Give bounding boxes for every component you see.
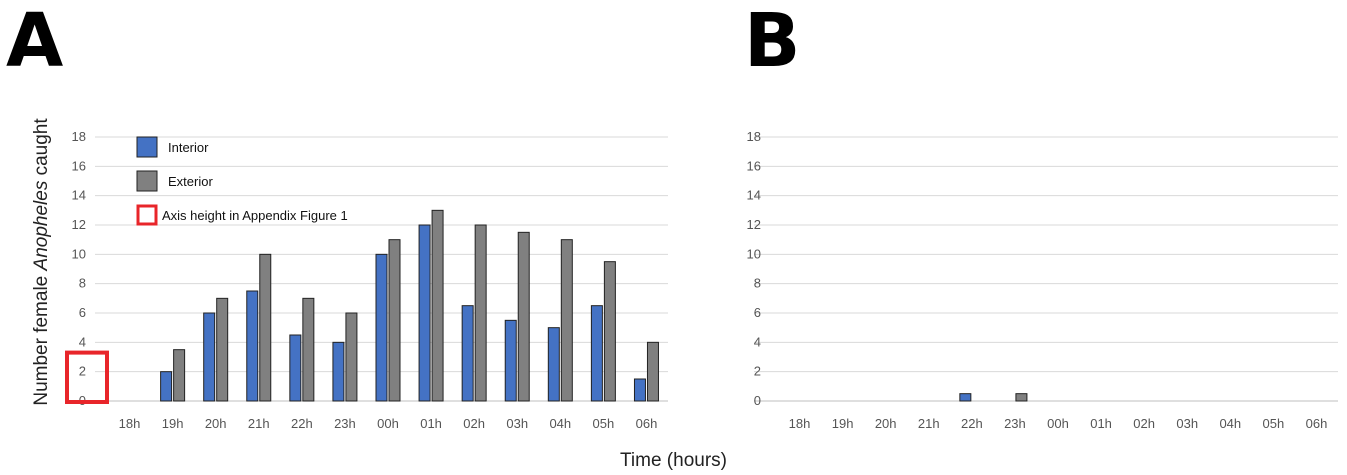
legend-label-highlight: Axis height in Appendix Figure 1 <box>162 208 348 223</box>
legend-label-exterior: Exterior <box>168 174 213 189</box>
legend-swatch-exterior <box>136 170 158 192</box>
panel-b-y-tick-label: 18 <box>747 129 761 144</box>
panel-a-x-tick-label: 04h <box>549 416 571 431</box>
panel-b-x-tick-label: 19h <box>832 416 854 431</box>
panel-b-x-tick-label: 18h <box>789 416 811 431</box>
panel-a-x-tick-label: 19h <box>162 416 184 431</box>
panel-a-y-tick-label: 2 <box>79 364 86 379</box>
panel-b-x-tick-label: 22h <box>961 416 983 431</box>
panel-b-x-tick-label: 00h <box>1047 416 1069 431</box>
panel-a-bar-interior <box>160 371 173 402</box>
panel-a-bar-exterior <box>560 239 573 402</box>
panel-a-bar-interior <box>289 334 302 402</box>
panel-b-x-tick-label: 02h <box>1133 416 1155 431</box>
axis-height-highlight-box <box>65 350 109 405</box>
panel-b-x-tick-label: 03h <box>1176 416 1198 431</box>
panel-b-y-tick-label: 10 <box>747 246 761 261</box>
panel-label-a: A <box>6 0 64 84</box>
panel-a-x-tick-label: 02h <box>463 416 485 431</box>
legend-swatch-highlight <box>136 204 158 226</box>
panel-b-y-tick-label: 8 <box>754 276 761 291</box>
panel-a-x-tick-label: 20h <box>205 416 227 431</box>
panel-a-y-tick-label: 4 <box>79 334 86 349</box>
panel-a-bar-exterior <box>259 253 272 402</box>
panel-a-bar-exterior <box>474 224 487 402</box>
panel-a-bar-exterior <box>388 239 401 402</box>
panel-a-bar-exterior <box>431 209 444 402</box>
panel-a-x-tick-label: 18h <box>119 416 141 431</box>
panel-a-bar-interior <box>203 312 216 402</box>
panel-a-bar-interior <box>590 305 603 402</box>
x-axis-label: Time (hours) <box>620 450 727 471</box>
panel-a-bar-exterior <box>302 297 315 402</box>
panel-a-y-tick-label: 8 <box>79 276 86 291</box>
panel-a-bar-exterior <box>517 231 530 402</box>
panel-a-bar-interior <box>547 327 560 402</box>
panel-a-y-tick-label: 16 <box>72 158 86 173</box>
panel-b-y-tick-label: 4 <box>754 334 761 349</box>
panel-a-x-tick-label: 00h <box>377 416 399 431</box>
legend-label-interior: Interior <box>168 140 209 155</box>
panel-a-bar-interior <box>633 378 646 402</box>
panel-a-x-tick-label: 03h <box>506 416 528 431</box>
panel-b-y-tick-label: 6 <box>754 305 761 320</box>
panel-a-bar-exterior <box>216 297 229 402</box>
panel-b-x-tick-label: 21h <box>918 416 940 431</box>
panel-b-x-tick-label: 04h <box>1219 416 1241 431</box>
panel-b-bar-exterior <box>1015 393 1028 402</box>
panel-a-x-tick-label: 23h <box>334 416 356 431</box>
panel-a-bar-interior <box>418 224 431 402</box>
panel-b-y-tick-label: 16 <box>747 158 761 173</box>
panel-b-y-tick-label: 0 <box>754 393 761 408</box>
panel-a-bar-interior <box>461 305 474 402</box>
panel-b-x-tick-label: 06h <box>1306 416 1328 431</box>
panel-a-y-tick-label: 18 <box>72 129 86 144</box>
panel-b-x-tick-label: 05h <box>1263 416 1285 431</box>
panel-a-bar-interior <box>504 319 517 402</box>
panel-a-y-tick-label: 14 <box>72 188 86 203</box>
panel-a-bar-exterior <box>603 261 616 402</box>
panel-a-y-tick-label: 10 <box>72 246 86 261</box>
panel-b-x-tick-label: 01h <box>1090 416 1112 431</box>
panel-a-y-tick-label: 6 <box>79 305 86 320</box>
panel-a-x-tick-label: 22h <box>291 416 313 431</box>
legend-swatch-interior <box>136 136 158 158</box>
panel-a-x-tick-label: 01h <box>420 416 442 431</box>
panel-b-y-tick-label: 12 <box>747 217 761 232</box>
panel-a-bar-exterior <box>173 349 186 402</box>
panel-b-y-tick-label: 2 <box>754 364 761 379</box>
panel-a-bar-interior <box>246 290 259 402</box>
panel-a-x-tick-label: 05h <box>593 416 615 431</box>
panel-a-bar-exterior <box>646 341 659 402</box>
panel-a-x-tick-label: 21h <box>248 416 270 431</box>
panel-a-y-tick-label: 12 <box>72 217 86 232</box>
panel-a-bar-interior <box>332 341 345 402</box>
panel-b-bar-interior <box>959 393 972 402</box>
panel-label-b: B <box>744 0 801 84</box>
panel-b-x-tick-label: 20h <box>875 416 897 431</box>
panel-a-bar-interior <box>375 253 388 402</box>
panel-b-y-tick-label: 14 <box>747 188 761 203</box>
panel-a-x-tick-label: 06h <box>636 416 658 431</box>
panel-a-bar-exterior <box>345 312 358 402</box>
panel-b-x-tick-label: 23h <box>1004 416 1026 431</box>
